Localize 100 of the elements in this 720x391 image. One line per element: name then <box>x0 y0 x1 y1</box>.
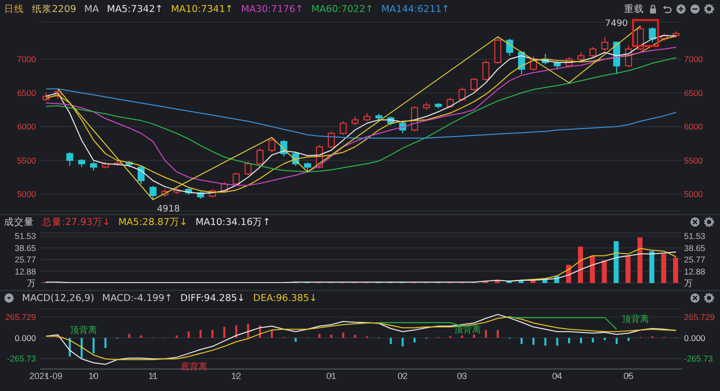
bar <box>247 324 250 338</box>
bar <box>637 238 642 283</box>
candlestick <box>458 86 466 102</box>
y2-tick-label: -265.73 <box>684 354 714 364</box>
bar <box>614 241 619 283</box>
candlestick <box>589 46 596 58</box>
bar <box>626 256 631 283</box>
bar <box>330 334 332 338</box>
bar <box>473 334 475 338</box>
candlestick <box>66 152 74 166</box>
text: MACD(12,26,9) <box>22 292 94 304</box>
bar <box>484 330 487 338</box>
bar <box>592 338 594 343</box>
x-tick-label: 04 <box>552 371 562 381</box>
text: MA <box>84 4 99 14</box>
candlestick <box>328 130 335 149</box>
x-tick-label: 02 <box>398 371 408 381</box>
bar <box>270 330 273 338</box>
text: 成交量 <box>4 216 34 228</box>
bar <box>602 260 607 283</box>
bar <box>673 258 678 283</box>
y2-tick-label: 6500 <box>684 88 704 98</box>
y2-tick-label: 7000 <box>684 54 704 64</box>
bar <box>590 256 595 283</box>
y2-tick-label: 51.53 <box>684 231 706 242</box>
text: DEA:96.385↓ <box>253 292 318 304</box>
candlestick <box>601 36 608 52</box>
x-tick-label: 12 <box>231 371 242 381</box>
bar <box>390 338 392 344</box>
x-tick-label: 05 <box>623 371 634 381</box>
annotation: 顶背离 <box>454 324 482 336</box>
candlestick <box>150 186 156 200</box>
y-tick-label: 5000 <box>17 189 36 200</box>
candlestick <box>304 162 312 172</box>
y-tick-label: 265.729 <box>5 312 36 322</box>
y2-tick-label: 265.729 <box>684 312 715 322</box>
text: DIFF:94.285↓ <box>180 292 246 304</box>
bar <box>496 330 499 338</box>
line-series <box>45 57 677 172</box>
y2-tick-label: 5500 <box>684 155 704 166</box>
y-tick-label: 6500 <box>17 88 36 98</box>
bar <box>616 338 618 344</box>
text: MA5:28.87万↓ <box>118 216 188 228</box>
y2-tick-label: 38.65 <box>684 242 706 253</box>
candlestick <box>470 78 478 92</box>
y-tick-label: 万 <box>27 278 36 288</box>
x-tick-label: 2021-09 <box>29 371 62 381</box>
candlestick <box>244 161 252 176</box>
bar <box>342 332 344 338</box>
text: MA144:6211↑ <box>381 4 450 14</box>
bar <box>461 335 464 338</box>
bar <box>354 334 356 338</box>
candlestick <box>648 26 656 43</box>
bar <box>649 251 654 283</box>
annotation: 顶背离 <box>70 326 97 336</box>
bar <box>544 338 546 346</box>
annotation: 4918 <box>156 204 180 215</box>
annotation: 7490 <box>605 19 628 29</box>
bar <box>176 335 178 338</box>
y2-tick-label: 6000 <box>684 122 704 132</box>
bar <box>556 338 558 346</box>
bar <box>188 332 190 338</box>
y-tick-label: -265.73 <box>7 354 36 364</box>
bar <box>661 254 666 283</box>
bar <box>520 338 523 344</box>
text: 日线 <box>4 2 24 16</box>
y-tick-label: 25.77 <box>14 254 36 265</box>
candlestick <box>506 38 514 56</box>
line-series <box>45 251 677 283</box>
text: MA30:7176↑ <box>241 4 304 14</box>
text: MA10:34.16万↑ <box>195 216 271 228</box>
candlestick <box>446 97 454 108</box>
x-tick-label: 10 <box>88 371 99 381</box>
bar <box>104 338 106 348</box>
bar <box>532 338 534 345</box>
text: 重载 <box>624 2 644 16</box>
bar <box>578 246 583 283</box>
y2-tick-label: 5000 <box>684 189 704 200</box>
text: 总量:27.93万↓ <box>42 216 110 228</box>
x-tick-label: 11 <box>148 371 158 381</box>
y2-tick-label: 25.77 <box>684 254 706 265</box>
candlestick <box>340 120 347 136</box>
x-tick-label: 03 <box>457 371 468 381</box>
y-tick-label: 38.65 <box>14 242 36 253</box>
y-tick-label: 7000 <box>17 54 36 64</box>
y-tick-label: 12.88 <box>14 266 36 276</box>
text: MA5:7342↑ <box>106 4 163 14</box>
annotation: 底背离 <box>180 361 208 372</box>
bar <box>211 330 214 338</box>
y-tick-label: 5500 <box>17 155 36 166</box>
candlestick <box>232 172 240 187</box>
candlestick <box>268 136 276 153</box>
text: 纸浆2209 <box>32 2 76 16</box>
bar <box>235 325 238 338</box>
candlestick <box>494 36 502 64</box>
bar <box>318 334 320 338</box>
bar <box>402 338 404 346</box>
y2-tick-label: 0.000 <box>684 332 706 343</box>
y2-tick-label: 12.88 <box>684 266 706 276</box>
text: MA60:7022↑ <box>311 4 374 14</box>
